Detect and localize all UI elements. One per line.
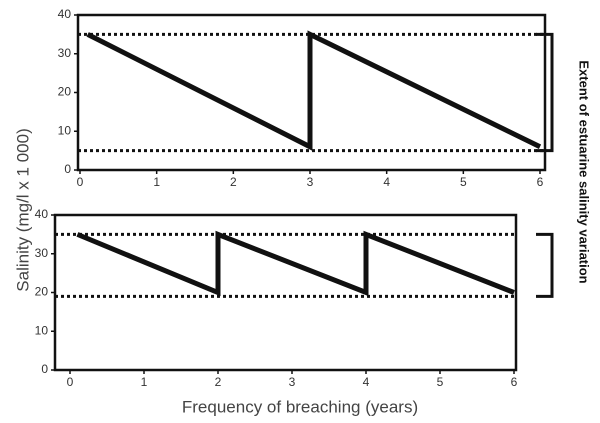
y-tick-label: 40 xyxy=(58,7,72,21)
x-tick-label: 0 xyxy=(67,375,74,389)
y-tick-label: 10 xyxy=(58,123,72,137)
x-axis-label: Frequency of breaching (years) xyxy=(182,397,418,416)
y-tick-label: 30 xyxy=(58,46,72,60)
y-tick-label: 10 xyxy=(35,323,49,337)
x-tick-label: 6 xyxy=(511,375,518,389)
x-tick-label: 4 xyxy=(383,175,390,189)
y-axis-label: Salinity (mg/l x 1 000) xyxy=(13,128,32,291)
x-tick-label: 5 xyxy=(460,175,467,189)
x-tick-label: 2 xyxy=(230,175,237,189)
x-tick-label: 5 xyxy=(437,375,444,389)
bracket xyxy=(536,32,554,153)
x-tick-label: 3 xyxy=(289,375,296,389)
x-tick-label: 6 xyxy=(537,175,544,189)
y-tick-label: 20 xyxy=(58,85,72,99)
data-line xyxy=(86,30,542,151)
x-tick-label: 3 xyxy=(307,175,314,189)
y-tick-label: 20 xyxy=(35,285,49,299)
plot-frame xyxy=(53,213,518,372)
y-tick-label: 0 xyxy=(41,362,48,376)
x-tick-label: 4 xyxy=(363,375,370,389)
y-tick-label: 0 xyxy=(64,162,71,176)
y-tick-label: 30 xyxy=(35,246,49,260)
x-tick-label: 0 xyxy=(77,175,84,189)
bracket xyxy=(536,232,554,298)
x-tick-label: 2 xyxy=(215,375,222,389)
x-tick-label: 1 xyxy=(153,175,160,189)
y-tick-label: 40 xyxy=(35,207,49,221)
annotation: Extent of estuarine salinity variation xyxy=(577,60,592,283)
data-line xyxy=(76,230,515,297)
x-tick-label: 1 xyxy=(141,375,148,389)
